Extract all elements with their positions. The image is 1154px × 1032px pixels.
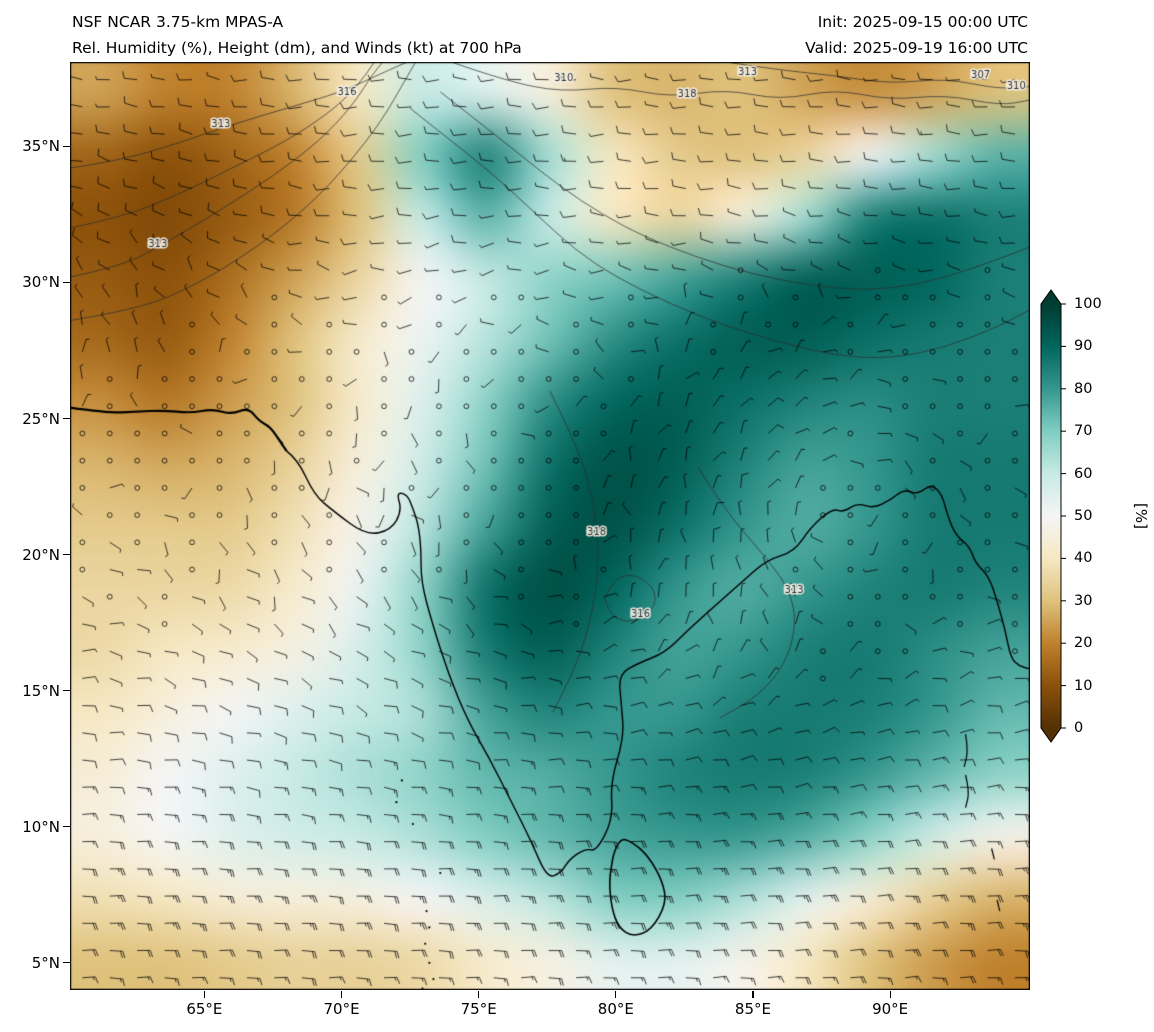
- lat-tick-mark: [63, 553, 70, 556]
- field-title: Rel. Humidity (%), Height (dm), and Wind…: [72, 39, 522, 57]
- lat-tick-label: 5°N: [31, 953, 60, 972]
- lat-tick-label: 20°N: [22, 545, 60, 564]
- colorbar-bar: [1040, 289, 1062, 743]
- lat-tick-label: 30°N: [22, 273, 60, 292]
- lon-tick-label: 70°E: [323, 1000, 360, 1018]
- lat-tick-label: 25°N: [22, 409, 60, 428]
- colorbar-tick-label: 60: [1074, 465, 1093, 482]
- lat-tick-mark: [63, 826, 70, 828]
- colorbar-tick-label: 0: [1074, 720, 1084, 736]
- colorbar-tick-label: 10: [1074, 677, 1093, 694]
- map-area: [70, 62, 1030, 990]
- colorbar-unit-label: [%]: [1131, 503, 1150, 529]
- lon-tick-mark: [889, 991, 891, 998]
- colorbar-tick-label: 30: [1074, 592, 1093, 609]
- lon-tick-label: 85°E: [734, 1000, 771, 1018]
- lat-tick-label: 35°N: [22, 137, 60, 156]
- lon-tick-mark: [615, 991, 617, 998]
- model-title: NSF NCAR 3.75-km MPAS-A: [72, 13, 284, 31]
- init-time: Init: 2025-09-15 00:00 UTC: [817, 13, 1028, 31]
- lon-tick-mark: [203, 991, 205, 998]
- colorbar-gradient: [1040, 289, 1066, 743]
- lon-tick-mark: [752, 991, 754, 998]
- colorbar-tick-label: 20: [1074, 635, 1093, 652]
- lat-tick-mark: [63, 417, 70, 420]
- colorbar: 0 10 20 30 40 50 60 70 80 90 100 [%]: [1040, 288, 1154, 768]
- colorbar-tick-label: 100: [1074, 296, 1102, 312]
- lat-tick-mark: [63, 281, 70, 284]
- colorbar-tick-label: 70: [1074, 423, 1093, 440]
- lat-tick-label: 10°N: [22, 817, 60, 836]
- map-canvas: [70, 62, 1030, 990]
- colorbar-tick-label: 50: [1074, 508, 1093, 524]
- lon-tick-label: 65°E: [186, 1000, 223, 1018]
- lat-tick-mark: [63, 690, 70, 692]
- time-block: Init: 2025-09-15 00:00 UTC Valid: 2025-0…: [805, 9, 1028, 61]
- lon-tick-label: 80°E: [597, 1000, 634, 1018]
- lon-tick-mark: [478, 991, 480, 998]
- lon-tick-mark: [340, 991, 343, 998]
- lon-tick-label: 75°E: [460, 1000, 497, 1018]
- colorbar-tick-label: 40: [1074, 550, 1093, 567]
- lon-tick-label: 90°E: [872, 1000, 909, 1018]
- lat-tick-label: 15°N: [22, 681, 60, 700]
- lat-tick-mark: [63, 145, 70, 147]
- colorbar-tick-label: 90: [1074, 338, 1093, 355]
- valid-time: Valid: 2025-09-19 16:00 UTC: [805, 39, 1028, 57]
- colorbar-tick-label: 80: [1074, 380, 1093, 397]
- title-block: NSF NCAR 3.75-km MPAS-A Rel. Humidity (%…: [72, 9, 522, 61]
- lat-tick-mark: [63, 962, 70, 964]
